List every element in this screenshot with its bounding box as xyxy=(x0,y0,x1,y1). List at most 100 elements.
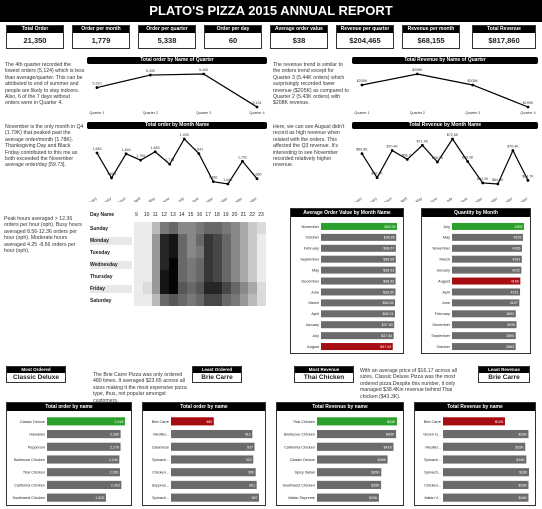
bar xyxy=(321,310,395,318)
data-point xyxy=(168,162,172,166)
tick-label: April xyxy=(400,196,408,202)
heatmap-cell xyxy=(134,258,143,270)
chart-revenue-quarter: Total Revenue by Name of Quarter $205K Qu… xyxy=(352,57,538,117)
category-label: Calabrese xyxy=(152,445,169,449)
heatmap-col-label: 12 xyxy=(161,212,167,218)
bar xyxy=(321,266,396,274)
heatmap-cell xyxy=(178,270,187,282)
bar xyxy=(452,277,521,285)
tick-label: July xyxy=(177,196,185,202)
heatmap-cell xyxy=(160,282,170,294)
heatmap-col-label: 14 xyxy=(179,212,185,218)
heatmap-cell xyxy=(213,246,222,258)
heatmap-cell xyxy=(222,222,231,234)
heatmap-cell xyxy=(230,234,240,246)
value-label: $33K xyxy=(369,496,378,500)
bar xyxy=(452,310,516,318)
heatmap-col-label: 19 xyxy=(223,212,229,218)
category-label: July xyxy=(443,225,450,229)
heatmap-cell xyxy=(178,246,187,258)
heatmap-cell xyxy=(169,258,178,270)
data-point xyxy=(471,83,475,87)
tick-label: July xyxy=(446,196,454,202)
value-label: $38.53 xyxy=(383,279,394,283)
heatmap-cell xyxy=(222,234,231,246)
category-label: February xyxy=(435,312,450,316)
kpi-card: Average order value $38 xyxy=(270,25,328,49)
chart-title: Total order by Name of Quarter xyxy=(87,57,267,64)
tick-label: May xyxy=(415,196,423,202)
data-label: $70.4K xyxy=(507,145,519,149)
heatmap-col-label: 22 xyxy=(249,212,255,218)
data-point xyxy=(360,83,364,87)
tick-label: August xyxy=(457,197,468,202)
heatmap-row-label: Tuesday xyxy=(90,250,110,256)
tick-label: November xyxy=(227,196,244,202)
bar xyxy=(321,244,396,252)
data-point xyxy=(526,105,530,109)
tick-label: February xyxy=(364,196,378,202)
revenue-month-svg: $69.8K January $65.2K February $70.4K March $6… xyxy=(350,133,535,210)
heatmap-cell xyxy=(169,246,178,258)
value-label: $15K xyxy=(515,445,524,449)
bar xyxy=(452,233,523,241)
heatmap-cell xyxy=(204,222,214,234)
value-label: 4232 xyxy=(512,268,520,272)
kpi-card: Order per quarter 5,338 xyxy=(138,25,196,49)
category-label: Classic Deluxe xyxy=(20,420,45,424)
tag-label: Least Ordered xyxy=(193,367,241,373)
heatmap-cell xyxy=(195,270,205,282)
value-label: $35K xyxy=(371,483,380,487)
data-point xyxy=(420,143,424,147)
category-label: October xyxy=(305,236,319,240)
heatmap-cell xyxy=(151,234,161,246)
data-point xyxy=(148,73,152,77)
heatmap-col-label: 23 xyxy=(258,212,264,218)
tick-label: March xyxy=(116,197,126,202)
data-label: 1,685 xyxy=(107,172,116,176)
value-label: $16K xyxy=(519,471,528,475)
tick-label: December xyxy=(242,196,259,202)
heatmap-col-label: 13 xyxy=(170,212,176,218)
bar xyxy=(321,299,396,307)
heatmap-cell xyxy=(186,294,196,306)
data-label: 5,430 xyxy=(146,69,155,73)
tag-most-ordered: Most Ordered Classic Deluxe xyxy=(6,366,66,383)
value-label: 2,260 xyxy=(109,471,118,475)
bar xyxy=(321,233,397,241)
tick-label: February xyxy=(98,196,112,202)
heatmap-cell xyxy=(178,234,187,246)
heatmap-cell xyxy=(169,222,178,234)
tick-label: Quarter 3 xyxy=(196,111,211,115)
category-label: January xyxy=(436,268,450,272)
panel-revenue-top: Total Revenue by name Thai Chicken $43K Ba… xyxy=(276,402,404,506)
value-label: $38.26 xyxy=(383,301,394,305)
heatmap-cell xyxy=(169,294,178,306)
note-thai-chicken: With an average price of $16.17 across a… xyxy=(360,368,457,400)
heatmap-cell xyxy=(160,222,170,234)
category-label: Spicy Italian xyxy=(295,471,315,475)
heatmap-cell xyxy=(186,246,196,258)
tick-label: August xyxy=(188,197,199,202)
category-label: March xyxy=(308,301,319,305)
tick-label: January xyxy=(87,196,98,202)
heatmap-cell xyxy=(142,282,152,294)
value-label: $38.53 xyxy=(383,268,394,272)
category-label: Spinach... xyxy=(424,471,441,475)
heatmap-cell xyxy=(169,282,178,294)
heatmap-cell xyxy=(248,246,258,258)
category-label: Barbecue Chicken xyxy=(14,458,45,462)
category-label: September xyxy=(300,258,319,262)
value-label: 4261 xyxy=(512,258,520,262)
chart-orders-quarter: Total order by Name of Quarter 5,310 Quar… xyxy=(87,57,267,117)
chart-orders-month: Total order by Month Name 1,845 January 1,… xyxy=(85,122,267,210)
category-label: May xyxy=(312,268,319,272)
orders-bottom-svg: Brie Carre 480 Mediter... 912 Calabrese 937 Sp… xyxy=(152,417,259,502)
value-label: 987 xyxy=(252,496,258,500)
bar xyxy=(443,468,529,477)
data-label: $65.2K xyxy=(371,172,383,176)
data-point xyxy=(95,151,99,155)
heatmap-cell xyxy=(213,258,222,270)
note-revenue-quarter: The revenue trend is similar to the orde… xyxy=(273,62,349,107)
data-point xyxy=(436,160,439,164)
